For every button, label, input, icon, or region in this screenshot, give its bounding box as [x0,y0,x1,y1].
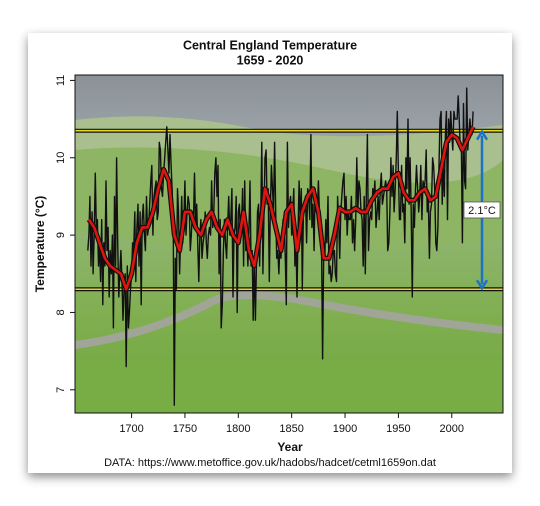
x-axis-label: Year [277,440,303,454]
y-tick-label: 9 [55,232,67,238]
x-tick-label: 1950 [386,423,410,435]
x-tick-label: 1900 [333,423,357,435]
chart-subtitle: 1659 - 2020 [237,53,304,67]
x-tick-label: 2000 [440,423,464,435]
x-tick-label: 1750 [173,423,197,435]
annotation: 2.1°C [468,205,496,217]
y-tick-label: 11 [55,75,67,86]
y-tick-label: 7 [55,387,67,393]
arrow-head [475,129,489,141]
x-tick-label: 1850 [279,423,303,435]
smoothed-line [87,126,475,291]
y-tick-label: 8 [55,309,67,315]
y-axis-label: Temperature (°C) [33,196,47,293]
x-tick-label: 1700 [119,423,143,435]
arrow-head [475,279,489,291]
y-tick-label: 10 [55,152,67,164]
source: DATA: https://www.metoffice.gov.uk/hadob… [104,457,436,469]
plot-frame [74,74,504,414]
plot-area [75,87,503,406]
chart-title: Central England Temperature [183,38,357,52]
x-tick-label: 1800 [226,423,250,435]
annotation-box [463,201,501,219]
